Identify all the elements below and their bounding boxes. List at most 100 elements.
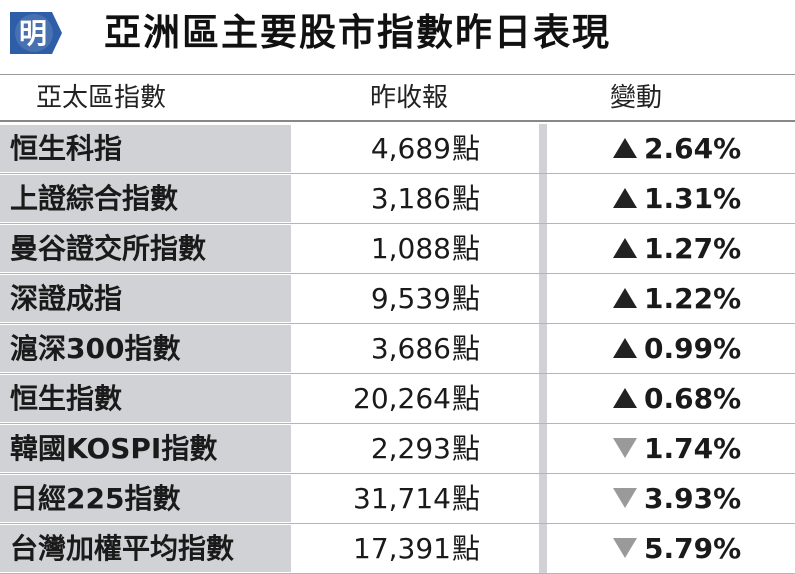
header: 明 亞洲區主要股市指數昨日表現 bbox=[0, 0, 795, 64]
points-unit: 點 bbox=[451, 382, 480, 415]
table-row: 恒生科指 4,689點 2.64% bbox=[0, 124, 795, 174]
closing-value: 2,293點 bbox=[371, 425, 480, 472]
column-divider bbox=[539, 374, 547, 424]
page-title: 亞洲區主要股市指數昨日表現 bbox=[104, 11, 611, 54]
points-unit: 點 bbox=[451, 482, 480, 515]
change-percent: 3.93% bbox=[644, 482, 742, 515]
points-unit: 點 bbox=[451, 232, 480, 265]
change-percent: 0.99% bbox=[644, 332, 742, 365]
column-divider bbox=[539, 474, 547, 524]
newspaper-logo-icon: 明 bbox=[10, 12, 62, 54]
closing-value: 20,264點 bbox=[353, 375, 480, 422]
up-triangle-icon bbox=[613, 338, 637, 358]
index-name: 恒生指數 bbox=[10, 382, 123, 415]
row-divider bbox=[0, 173, 795, 174]
down-triangle-icon bbox=[613, 488, 637, 508]
index-name: 曼谷證交所指數 bbox=[10, 232, 207, 265]
points-unit: 點 bbox=[451, 532, 480, 565]
logo-char: 明 bbox=[19, 17, 47, 50]
change-value: 2.64% bbox=[612, 125, 741, 172]
up-triangle-icon bbox=[613, 288, 637, 308]
change-percent: 0.68% bbox=[644, 382, 742, 415]
closing-value: 3,186點 bbox=[371, 175, 480, 222]
name-cell-shade bbox=[0, 175, 291, 222]
column-divider bbox=[539, 424, 547, 474]
down-triangle-icon bbox=[613, 438, 637, 458]
closing-number: 4,689 bbox=[370, 132, 451, 165]
closing-value: 17,391點 bbox=[353, 525, 480, 572]
row-divider bbox=[0, 373, 795, 374]
closing-number: 17,391 bbox=[353, 532, 451, 565]
column-divider bbox=[539, 124, 547, 174]
change-percent: 1.31% bbox=[644, 182, 742, 215]
closing-number: 9,539 bbox=[370, 282, 451, 315]
change-percent: 1.22% bbox=[644, 282, 742, 315]
logo-badge-shape bbox=[10, 12, 62, 54]
index-name: 滬深300指數 bbox=[10, 332, 181, 365]
change-value: 0.68% bbox=[612, 375, 741, 422]
change-value: 1.31% bbox=[612, 175, 741, 222]
column-divider bbox=[539, 224, 547, 274]
closing-value: 3,686點 bbox=[371, 325, 480, 372]
change-percent: 1.27% bbox=[644, 232, 742, 265]
column-header-name: 亞太區指數 bbox=[36, 83, 167, 113]
column-header-row: 亞太區指數 昨收報 變動 bbox=[0, 74, 795, 122]
name-cell-shade bbox=[0, 525, 291, 572]
table-row: 韓國KOSPI指數 2,293點 1.74% bbox=[0, 424, 795, 474]
row-divider bbox=[0, 323, 795, 324]
change-percent: 1.74% bbox=[644, 432, 742, 465]
name-cell-shade bbox=[0, 225, 291, 272]
column-header-close: 昨收報 bbox=[370, 83, 449, 113]
points-unit: 點 bbox=[451, 332, 480, 365]
index-name: 恒生科指 bbox=[10, 132, 123, 165]
column-divider bbox=[539, 324, 547, 374]
row-divider bbox=[0, 473, 795, 474]
name-cell-shade bbox=[0, 425, 291, 472]
table-row: 台灣加權平均指數 17,391點 5.79% bbox=[0, 524, 795, 574]
index-name: 日經225指數 bbox=[10, 482, 181, 515]
table-row: 滬深300指數 3,686點 0.99% bbox=[0, 324, 795, 374]
table-row: 曼谷證交所指數 1,088點 1.27% bbox=[0, 224, 795, 274]
column-header-change: 變動 bbox=[610, 83, 663, 113]
row-divider bbox=[0, 273, 795, 274]
change-percent: 2.64% bbox=[644, 132, 742, 165]
index-name: 台灣加權平均指數 bbox=[10, 532, 235, 565]
up-triangle-icon bbox=[613, 238, 637, 258]
table-row: 日經225指數 31,714點 3.93% bbox=[0, 474, 795, 524]
points-unit: 點 bbox=[451, 182, 480, 215]
closing-value: 31,714點 bbox=[353, 475, 480, 522]
closing-number: 1,088 bbox=[370, 232, 451, 265]
up-triangle-icon bbox=[613, 188, 637, 208]
up-triangle-icon bbox=[613, 138, 637, 158]
table-row: 上證綜合指數 3,186點 1.31% bbox=[0, 174, 795, 224]
row-divider bbox=[0, 423, 795, 424]
column-divider bbox=[539, 524, 547, 574]
row-divider bbox=[0, 223, 795, 224]
index-name: 深證成指 bbox=[10, 282, 123, 315]
table-row: 深證成指 9,539點 1.22% bbox=[0, 274, 795, 324]
index-table: 恒生科指 4,689點 2.64% 上證綜合指數 3,186點 1.31% 曼谷… bbox=[0, 124, 795, 574]
table-row: 恒生指數 20,264點 0.68% bbox=[0, 374, 795, 424]
change-value: 0.99% bbox=[612, 325, 741, 372]
name-cell-shade bbox=[0, 475, 291, 522]
change-value: 5.79% bbox=[612, 525, 741, 572]
change-value: 1.22% bbox=[612, 275, 741, 322]
index-name: 上證綜合指數 bbox=[10, 182, 179, 215]
closing-number: 20,264 bbox=[353, 382, 451, 415]
logo-glow bbox=[15, 14, 53, 52]
down-triangle-icon bbox=[613, 538, 637, 558]
name-cell-shade bbox=[0, 325, 291, 372]
closing-number: 3,186 bbox=[370, 182, 451, 215]
up-triangle-icon bbox=[613, 388, 637, 408]
closing-value: 1,088點 bbox=[371, 225, 480, 272]
change-percent: 5.79% bbox=[644, 532, 742, 565]
name-cell-shade bbox=[0, 125, 291, 172]
change-value: 1.27% bbox=[612, 225, 741, 272]
index-name: 韓國KOSPI指數 bbox=[10, 432, 218, 465]
change-value: 3.93% bbox=[612, 475, 741, 522]
points-unit: 點 bbox=[451, 432, 480, 465]
closing-number: 31,714 bbox=[353, 482, 451, 515]
closing-value: 9,539點 bbox=[371, 275, 480, 322]
change-value: 1.74% bbox=[612, 425, 741, 472]
closing-value: 4,689點 bbox=[371, 125, 480, 172]
